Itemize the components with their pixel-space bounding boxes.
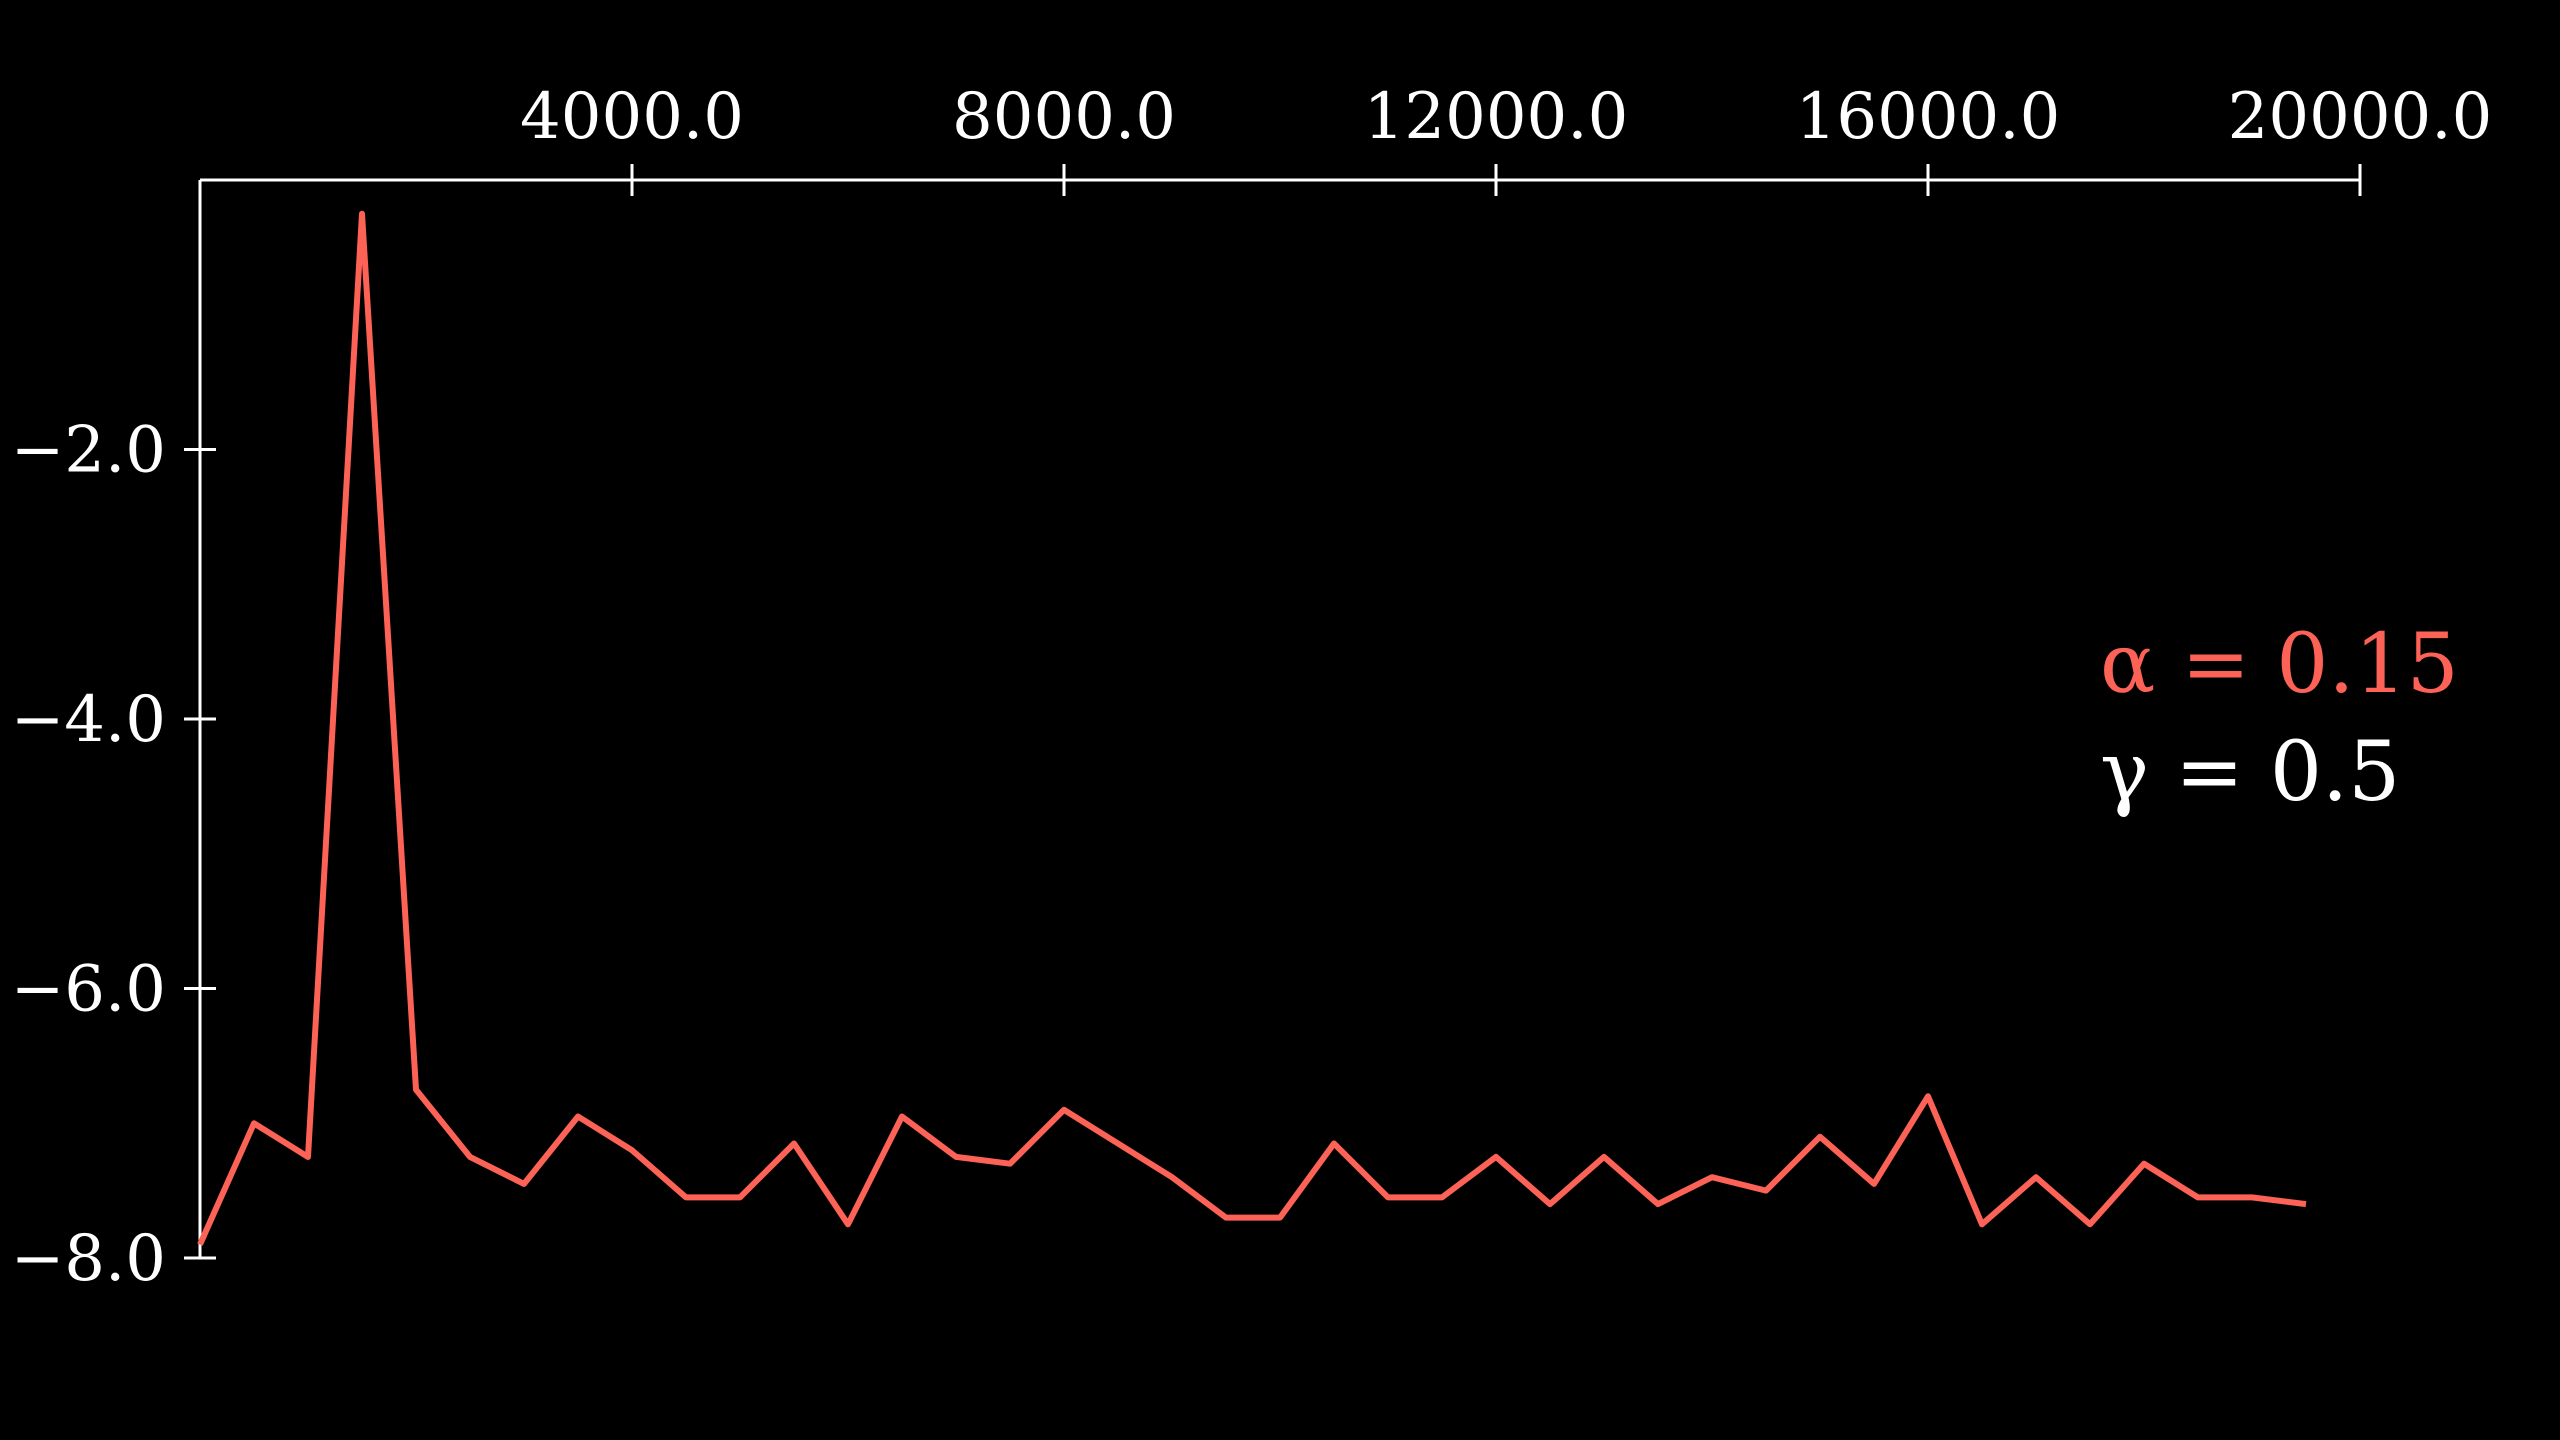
- gamma-annotation: γ = 0.5: [2100, 725, 2400, 820]
- y-tick-label: −6.0: [11, 953, 166, 1027]
- x-tick-label: 12000.0: [1364, 80, 1629, 154]
- y-tick-label: −2.0: [11, 414, 166, 488]
- y-tick-label: −4.0: [11, 683, 166, 757]
- y-tick-label: −8.0: [11, 1222, 166, 1296]
- series-line: [197, 210, 2307, 1246]
- y-axis: −2.0 −4.0 −6.0 −8.0: [11, 180, 216, 1296]
- legend-annotations: α = 0.15 γ = 0.5: [2100, 617, 2459, 820]
- x-tick-label: 16000.0: [1796, 80, 2061, 154]
- x-tick-label: 20000.0: [2228, 80, 2493, 154]
- x-tick-label: 8000.0: [952, 80, 1176, 154]
- series-layer: [197, 210, 2307, 1246]
- alpha-annotation: α = 0.15: [2100, 617, 2459, 712]
- x-axis: 4000.0 8000.0 12000.0 16000.0 20000.0: [200, 80, 2492, 196]
- x-tick-label: 4000.0: [520, 80, 744, 154]
